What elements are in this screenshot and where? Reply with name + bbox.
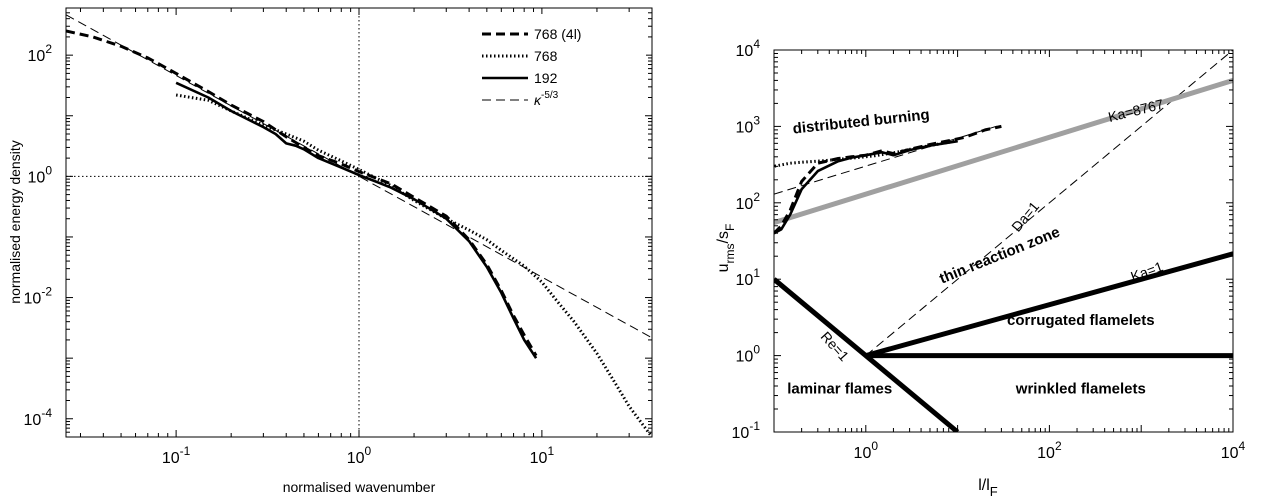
tick-label: 100 xyxy=(347,444,372,467)
tick-label: 100 xyxy=(28,163,53,186)
region-label: laminar flames xyxy=(787,380,892,397)
series-line xyxy=(175,93,652,437)
legend-label: 192 xyxy=(534,70,558,86)
legend: 768 (4l) 768 192 κ-5/3 xyxy=(470,14,646,110)
boundary-line xyxy=(774,124,1002,195)
y-axis-label-sub: F xyxy=(723,224,737,231)
legend-box xyxy=(470,14,646,110)
tick-base: 10 xyxy=(24,291,42,308)
legend-label-exponent: -5/3 xyxy=(541,90,559,101)
line-label: Ka=1 xyxy=(1128,258,1165,284)
x-axis-label: normalised wavenumber xyxy=(283,479,436,495)
tick-exponent: 0 xyxy=(45,163,52,177)
tick-exponent: 4 xyxy=(753,37,760,51)
combustion-regime-diagram: distributed burning thin reaction zone cor… xyxy=(715,37,1246,497)
tick-exponent: 2 xyxy=(753,190,760,204)
tick-base: 10 xyxy=(736,43,754,60)
series-line xyxy=(66,29,538,357)
y-axis-label: normalised energy density xyxy=(7,140,23,303)
tick-label: 100 xyxy=(854,439,879,462)
tick-exponent: 3 xyxy=(753,113,760,127)
tick-base: 10 xyxy=(736,196,754,213)
tick-label: 102 xyxy=(28,42,53,65)
line-label: Da=1 xyxy=(1008,198,1042,234)
tick-label: 104 xyxy=(1221,439,1246,462)
series-line xyxy=(774,139,958,235)
tick-exponent: -2 xyxy=(41,285,52,299)
tick-label: 101 xyxy=(736,266,761,289)
tick-base: 10 xyxy=(28,48,46,65)
tick-exponent: 2 xyxy=(45,42,52,56)
tick-label: 103 xyxy=(736,113,761,136)
tick-base: 10 xyxy=(1221,445,1239,462)
tick-label: 101 xyxy=(530,444,555,467)
tick-base: 10 xyxy=(736,349,754,366)
tick-label: 102 xyxy=(736,190,761,213)
region-label: wrinkled flamelets xyxy=(1015,380,1146,397)
tick-exponent: 4 xyxy=(1239,439,1246,453)
tick-base: 10 xyxy=(732,425,750,442)
legend-label: κ-5/3 xyxy=(534,90,559,108)
tick-exponent: -4 xyxy=(41,406,52,420)
tick-label: 100 xyxy=(736,343,761,366)
tick-label: 10-2 xyxy=(24,285,53,308)
tick-base: 10 xyxy=(28,169,46,186)
legend-label: 768 xyxy=(534,48,558,64)
tick-label: 102 xyxy=(1037,439,1062,462)
line-label: Ka=8767 xyxy=(1106,96,1165,125)
tick-base: 10 xyxy=(854,445,872,462)
x-axis-label-main: l/l xyxy=(978,477,990,494)
tick-exponent: 0 xyxy=(365,444,372,458)
axes-frame xyxy=(773,49,1234,433)
legend-label-base: κ xyxy=(534,92,542,108)
tick-exponent: 2 xyxy=(1055,439,1062,453)
region-label: corrugated flamelets xyxy=(1007,312,1155,329)
legend-label: 768 (4l) xyxy=(534,26,581,42)
tick-base: 10 xyxy=(24,412,42,429)
tick-exponent: -1 xyxy=(749,419,760,433)
boundary-line xyxy=(865,251,1233,359)
y-axis-label-sub: rms xyxy=(723,243,737,263)
line-label: Re=1 xyxy=(818,328,853,364)
tick-exponent: 0 xyxy=(871,439,878,453)
tick-exponent: 1 xyxy=(753,266,760,280)
y-axis-label-mid: /s xyxy=(715,231,732,243)
tick-base: 10 xyxy=(736,272,754,289)
x-axis-label-sub: F xyxy=(990,484,998,497)
tick-label: 10-4 xyxy=(24,406,53,429)
tick-label: 104 xyxy=(736,37,761,60)
y-axis-label: urms/sF xyxy=(715,224,737,273)
tick-base: 10 xyxy=(162,450,180,467)
x-axis-label: l/lF xyxy=(978,477,998,497)
plot-area xyxy=(774,50,1233,432)
y-axis-label-main: u xyxy=(715,263,732,272)
region-label: distributed burning xyxy=(792,106,931,137)
tick-base: 10 xyxy=(1037,445,1055,462)
boundary-line xyxy=(774,78,1233,225)
region-label: thin reaction zone xyxy=(937,224,1062,288)
tick-base: 10 xyxy=(530,450,548,467)
tick-exponent: -1 xyxy=(180,444,191,458)
tick-label: 10-1 xyxy=(732,419,761,442)
series-line xyxy=(175,81,538,359)
series-line xyxy=(774,124,1002,235)
tick-label: 10-1 xyxy=(162,444,191,467)
plot-area xyxy=(66,8,652,437)
tick-exponent: 1 xyxy=(547,444,554,458)
tick-exponent: 0 xyxy=(753,343,760,357)
tick-base: 10 xyxy=(347,450,365,467)
tick-base: 10 xyxy=(736,119,754,136)
